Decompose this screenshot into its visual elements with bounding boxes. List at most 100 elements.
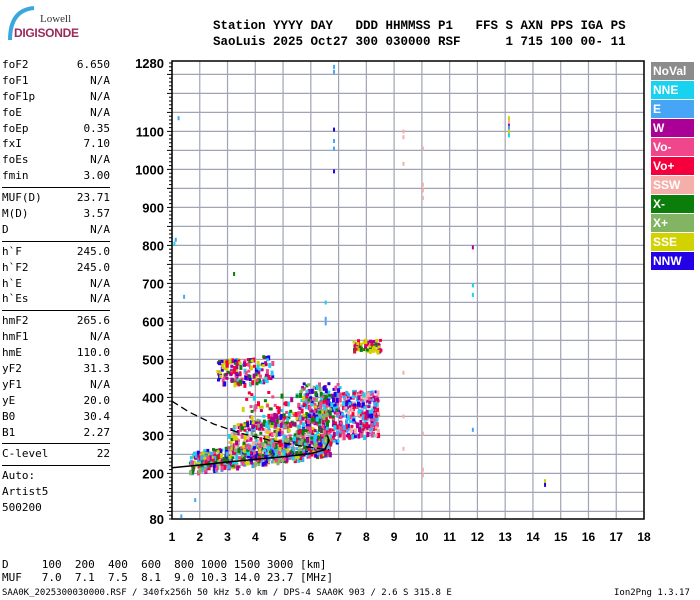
x-tick-label: 13 [498,530,512,544]
echo-point [251,380,255,386]
echo-point [311,427,315,431]
param-value: N/A [90,276,110,290]
echo-point [259,409,263,413]
echo-point [373,401,377,407]
echo-point [253,446,257,450]
echo-point [286,452,290,456]
echo-point [258,419,262,423]
echo-point [199,467,203,473]
echo-point [336,414,340,418]
echo-point [223,381,227,387]
echo-point [351,395,355,399]
echo-point [241,406,245,412]
echo-point [371,347,375,352]
echo-point [301,396,305,401]
echo-point [282,413,286,419]
echo-point [351,434,354,440]
echo-point [322,414,326,420]
echo-point [354,347,358,351]
echo-point [242,444,246,448]
y-tick-label: 900 [142,200,164,215]
echo-point [274,444,278,449]
echo-point [314,433,318,439]
echo-point [342,425,346,431]
echo-point [351,396,355,400]
echo-point [352,340,356,344]
echo-point [233,449,237,453]
echo-point [335,394,339,398]
echo-point [323,394,327,400]
echo-point [263,399,267,403]
echo-point [212,463,216,469]
echo-point [335,408,339,412]
echo-point [247,434,251,440]
echo-point [365,409,369,415]
echo-point [223,367,227,371]
echo-point [372,418,376,422]
echo-point [245,431,249,437]
echo-point [206,448,210,452]
echo-point [328,415,332,419]
echo-point [217,454,221,459]
echo-point [348,434,352,440]
y-tick-label: 800 [142,238,164,253]
echo-point [402,446,405,451]
echo-point [261,461,265,467]
echo-point [297,402,301,408]
echo-point [303,438,307,444]
param-row: hmF1 N/A [2,329,110,345]
echo-point [288,434,292,440]
echo-point [274,437,278,443]
echo-point [236,359,240,365]
logo-arc-icon [8,6,35,41]
echo-point [238,361,242,365]
echo-point [353,348,357,354]
echo-point [233,272,236,276]
echo-point [210,451,214,455]
echo-point [280,393,284,399]
echo-point [295,447,299,451]
echo-point [246,455,250,459]
echo-point [241,427,245,430]
echo-point [348,414,352,420]
echo-point [267,424,271,430]
echo-point [308,422,312,428]
echo-point [289,409,293,413]
echo-point [218,371,222,375]
echo-point [250,427,254,433]
distance-row: D 100 200 400 600 800 1000 1500 3000 [km… [2,558,327,571]
echo-point [376,429,380,434]
echo-point [325,430,329,434]
virtual-height-trace [171,435,330,469]
param-value: 3.57 [83,207,111,221]
x-tick-label: 3 [224,530,231,544]
echo-point [229,441,233,445]
echo-point [243,382,247,388]
echo-point [357,339,360,345]
echo-point [285,457,289,463]
echo-point [251,421,255,425]
echo-point [376,397,380,401]
echo-point [376,399,380,403]
param-value: 0.35 [83,121,111,135]
legend-item-vominus: Vo- [651,138,694,156]
echo-point [349,429,353,433]
echo-point [277,406,281,412]
echo-point [230,444,234,448]
echo-point [283,416,287,420]
echo-point [234,378,238,382]
echo-point [310,440,314,444]
echo-point [254,404,258,409]
echo-point [318,418,321,424]
echo-point [321,438,325,444]
echo-point [180,514,183,519]
echo-point [347,427,351,431]
echo-point [264,373,268,377]
echo-point [319,435,323,441]
echo-point [305,391,309,396]
echo-point [363,406,367,410]
echo-point [254,451,258,456]
echo-point [282,424,286,428]
echo-point [367,396,371,400]
echo-point [291,455,295,461]
